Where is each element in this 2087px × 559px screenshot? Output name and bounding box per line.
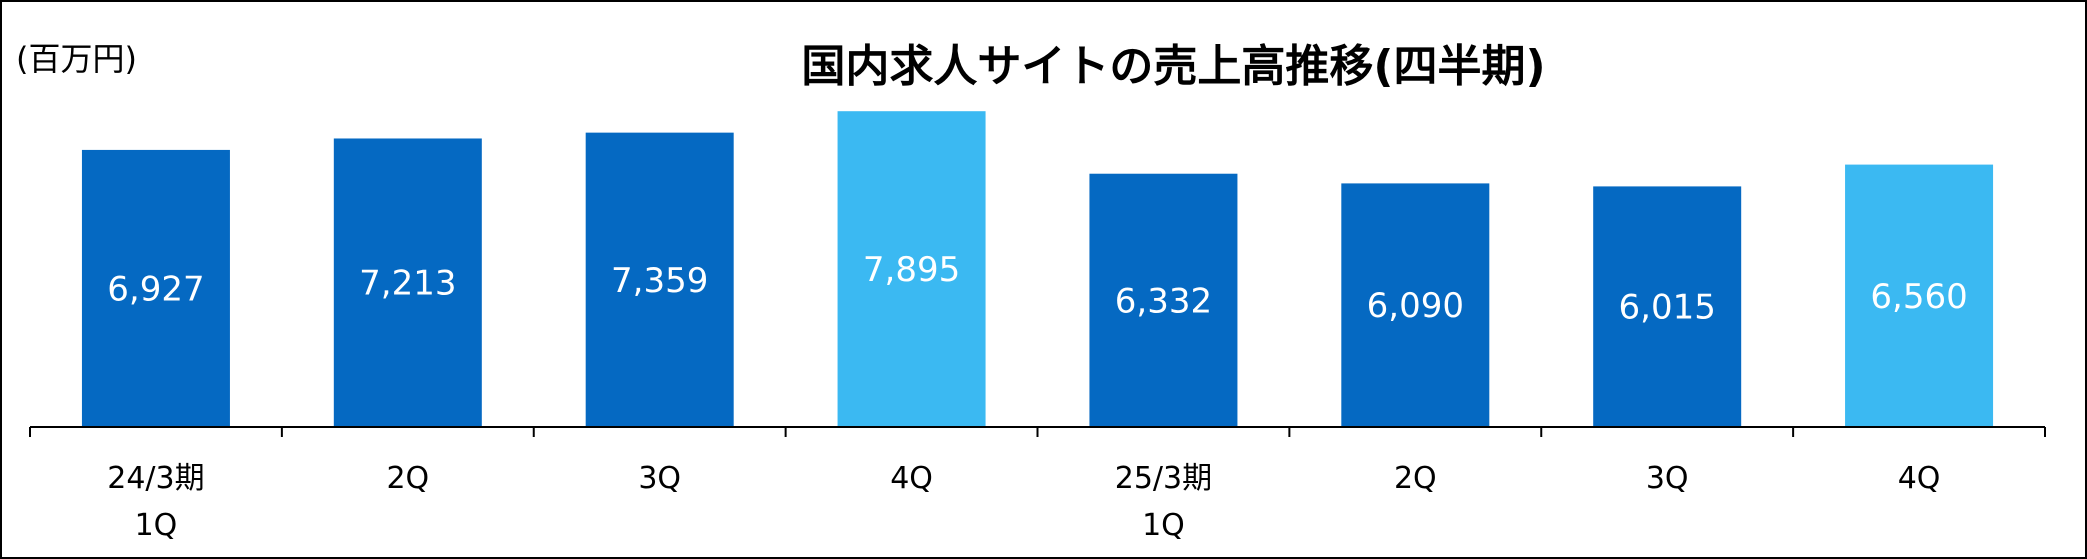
data-label: 7,359 — [611, 261, 708, 301]
x-tick-label: 1Q — [135, 508, 178, 543]
data-label: 6,927 — [107, 269, 204, 309]
x-tick-label: 3Q — [638, 461, 681, 496]
x-tick-label: 4Q — [1898, 461, 1941, 496]
x-tick-label: 1Q — [1142, 508, 1185, 543]
x-tick-label: 3Q — [1646, 461, 1689, 496]
bar — [333, 138, 482, 428]
data-label: 6,560 — [1870, 277, 1967, 317]
bar — [1845, 164, 1994, 427]
x-tick-label: 4Q — [890, 461, 933, 496]
bar — [1089, 173, 1238, 427]
data-label: 6,090 — [1367, 286, 1464, 326]
x-tick-label: 24/3期 — [107, 461, 204, 496]
unit-label: (百万円) — [16, 40, 137, 78]
bar — [1341, 183, 1490, 427]
x-tick-label: 25/3期 — [1115, 461, 1212, 496]
x-tick-label: 2Q — [386, 461, 429, 496]
bar — [81, 149, 230, 428]
data-label: 7,895 — [863, 250, 960, 290]
bar — [585, 132, 734, 427]
bar — [837, 111, 986, 427]
data-label: 6,015 — [1619, 288, 1716, 328]
data-label: 6,332 — [1115, 281, 1212, 321]
x-tick-label: 2Q — [1394, 461, 1437, 496]
data-label: 7,213 — [359, 264, 456, 304]
bar — [1593, 186, 1742, 427]
chart-title: 国内求人サイトの売上高推移(四半期) — [801, 41, 1546, 92]
